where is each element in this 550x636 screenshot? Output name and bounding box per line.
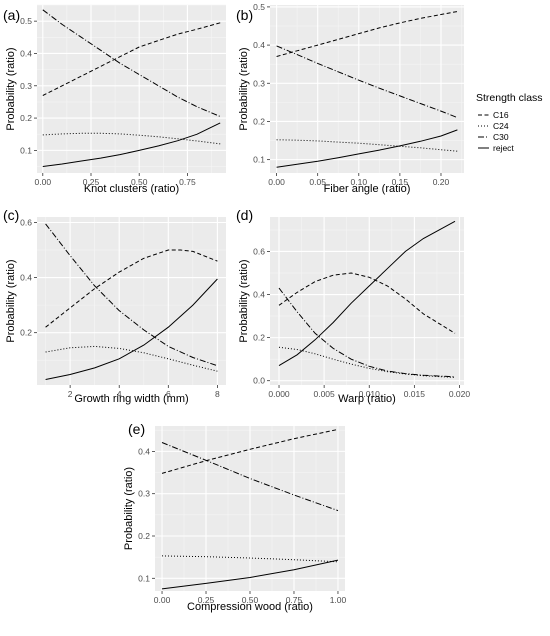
x-axis-title: Compression wood (ratio) — [187, 601, 313, 613]
legend-label-c30: C30 — [493, 132, 509, 142]
y-tick-label: 0.2 — [253, 333, 265, 343]
y-tick-label: 0.5 — [20, 16, 32, 26]
legend-entry-reject: reject — [478, 143, 514, 153]
plot-background — [37, 217, 226, 385]
y-tick-label: 0.6 — [253, 246, 265, 256]
y-tick-label: 0.1 — [253, 155, 265, 165]
panel-letter: (a) — [3, 7, 20, 23]
legend-entry-c24: C24 — [478, 121, 509, 131]
x-tick-label: 0.000 — [268, 389, 290, 399]
legend: Strength class C16 C24 C30 reject — [476, 92, 543, 153]
y-axis-title: Probability (ratio) — [238, 47, 250, 130]
y-tick-label: 0.4 — [20, 48, 32, 58]
series-line-reject — [278, 220, 456, 367]
panel-d: 0.000 0.005 0.010 0.015 0.020 0.0 0.2 0.4 0.6 War… — [236, 207, 470, 405]
y-tick-label: 0.1 — [138, 573, 150, 583]
x-axis-title: Knot clusters (ratio) — [84, 183, 179, 195]
legend-entry-c16: C16 — [478, 110, 509, 120]
x-tick-label: 0.50 — [242, 595, 259, 605]
legend-label-reject: reject — [493, 143, 514, 153]
x-tick-label: 0.020 — [449, 389, 471, 399]
x-tick-label: 4 — [117, 389, 122, 399]
y-tick-label: 0.4 — [20, 273, 32, 283]
y-tick-label: 0.0 — [253, 376, 265, 386]
x-tick-label: 0.00 — [154, 595, 171, 605]
series-line-c16 — [278, 272, 456, 334]
panel-letter: (c) — [3, 207, 19, 223]
y-tick-label: 0.2 — [20, 328, 32, 338]
panel-letter: (d) — [236, 207, 253, 223]
y-tick-label: 0.3 — [20, 81, 32, 91]
series-line-reject — [42, 122, 221, 167]
series-line-reject — [276, 129, 458, 168]
plot-background — [37, 5, 226, 173]
series-line-c30 — [161, 442, 339, 512]
x-tick-label: 6 — [166, 389, 171, 399]
series-line-c24 — [276, 139, 458, 152]
x-axis-title: Fiber angle (ratio) — [324, 183, 411, 195]
y-tick-label: 0.2 — [20, 113, 32, 123]
x-tick-label: 0.010 — [359, 389, 381, 399]
panel-b: 0.00 0.05 0.10 0.15 0.20 0.1 0.2 0.3 0.4 0.5 Fiber… — [236, 2, 464, 195]
panel-e: 0.00 0.25 0.50 0.75 1.00 0.1 0.2 0.3 0.4 Compress… — [123, 421, 347, 613]
legend-label-c16: C16 — [493, 110, 509, 120]
y-tick-label: 0.4 — [253, 40, 265, 50]
y-tick-label: 0.4 — [253, 290, 265, 300]
x-tick-label: 0.25 — [83, 177, 100, 187]
plot-background — [270, 5, 464, 173]
x-tick-label: 0.015 — [404, 389, 426, 399]
x-tick-label: 0.00 — [35, 177, 52, 187]
y-tick-label: 0.5 — [253, 2, 265, 12]
series-line-c16 — [45, 249, 218, 328]
series-line-c30 — [276, 45, 458, 119]
y-tick-label: 0.3 — [138, 489, 150, 499]
legend-title: Strength class — [476, 92, 543, 104]
x-tick-label: 0.25 — [198, 595, 215, 605]
series-line-c30 — [278, 287, 456, 378]
series-line-reject — [161, 559, 339, 590]
panel-letter: (b) — [236, 7, 253, 23]
x-tick-label: 0.50 — [131, 177, 148, 187]
y-tick-label: 0.3 — [253, 78, 265, 88]
series-line-c16 — [161, 428, 339, 474]
series-line-c30 — [45, 223, 218, 367]
series-line-c30 — [42, 9, 221, 117]
y-axis-title: Probability (ratio) — [238, 259, 250, 342]
y-tick-label: 0.6 — [20, 218, 32, 228]
x-tick-label: 0.05 — [309, 177, 326, 187]
x-axis-title: Warp (ratio) — [338, 393, 396, 405]
panel-c: 2 4 6 8 0.2 0.4 0.6 Growth ring width (mm) Proba… — [3, 207, 226, 405]
x-tick-label: 0.005 — [313, 389, 335, 399]
series-line-c24 — [42, 132, 221, 145]
x-tick-label: 0.15 — [392, 177, 409, 187]
x-axis-title: Growth ring width (mm) — [74, 393, 188, 405]
y-tick-label: 0.4 — [138, 446, 150, 456]
series-line-reject — [45, 278, 218, 380]
x-tick-label: 0.75 — [286, 595, 303, 605]
panels: 0.00 0.25 0.50 0.75 0.1 0.2 0.3 0.4 0.5 Knot clus… — [3, 2, 470, 613]
x-tick-label: 0.00 — [268, 177, 285, 187]
x-tick-label: 8 — [215, 389, 220, 399]
plot-background — [270, 217, 464, 385]
y-axis-title: Probability (ratio) — [5, 47, 17, 130]
x-tick-label: 1.00 — [330, 595, 347, 605]
panel-letter: (e) — [128, 421, 145, 437]
y-axis-title: Probability (ratio) — [123, 467, 135, 550]
x-tick-label: 0.75 — [179, 177, 196, 187]
y-tick-label: 0.2 — [138, 531, 150, 541]
y-axis-title: Probability (ratio) — [5, 259, 17, 342]
legend-label-c24: C24 — [493, 121, 509, 131]
x-tick-label: 2 — [68, 389, 73, 399]
series-line-c16 — [42, 22, 221, 96]
x-tick-label: 0.10 — [351, 177, 368, 187]
panel-a: 0.00 0.25 0.50 0.75 0.1 0.2 0.3 0.4 0.5 Knot clus… — [3, 4, 226, 195]
x-tick-label: 0.20 — [433, 177, 450, 187]
legend-entry-c30: C30 — [478, 132, 509, 142]
y-tick-label: 0.2 — [253, 116, 265, 126]
y-tick-label: 0.1 — [20, 145, 32, 155]
series-line-c16 — [276, 11, 458, 57]
